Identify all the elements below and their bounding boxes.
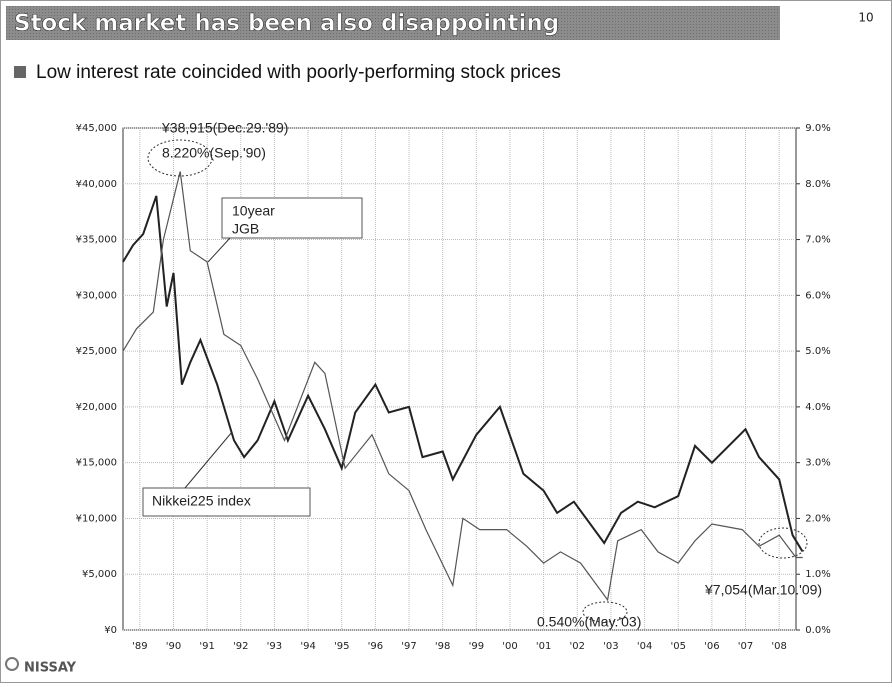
y-tick-label: ¥35,000	[76, 235, 117, 246]
y-tick-label: ¥0	[104, 625, 117, 636]
y2-tick-label: 0.0%	[805, 625, 830, 636]
slide-title: Stock market has been also disappointing	[14, 11, 559, 37]
x-tick-label: '91	[199, 641, 214, 652]
x-tick-label: '06	[704, 641, 719, 652]
x-tick-label: '89	[132, 641, 147, 652]
highlight-circle	[147, 139, 213, 177]
callout-line	[184, 431, 233, 489]
y-tick-label: ¥45,000	[76, 123, 117, 134]
x-tick-label: '03	[603, 641, 618, 652]
y2-tick-label: 5.0%	[805, 346, 830, 357]
y-tick-label: ¥20,000	[76, 402, 117, 413]
y-tick-label: ¥15,000	[76, 458, 117, 469]
x-tick-label: '98	[435, 641, 450, 652]
x-tick-label: '07	[738, 641, 753, 652]
annotation: 8.220%(Sep.'90)	[162, 145, 266, 161]
annotation: Nikkei225 index	[152, 493, 251, 509]
y-tick-label: ¥30,000	[76, 290, 117, 301]
title-bar	[6, 6, 780, 40]
annotation: 10year	[232, 203, 275, 219]
x-tick-label: '90	[166, 641, 181, 652]
x-tick-label: '08	[771, 641, 786, 652]
x-tick-label: '04	[637, 641, 652, 652]
y2-tick-label: 7.0%	[805, 235, 830, 246]
bullet-icon	[14, 66, 26, 78]
bullet-text: Low interest rate coincided with poorly-…	[36, 62, 561, 83]
y-tick-label: ¥5,000	[82, 569, 117, 580]
y-tick-label: ¥40,000	[76, 179, 117, 190]
y2-tick-label: 8.0%	[805, 179, 830, 190]
chart: ¥0 ¥5,000 ¥10,000 ¥15,000 ¥20,000 ¥25,000 ¥30,…	[76, 120, 831, 652]
y2-tick-label: 4.0%	[805, 402, 830, 413]
y-tick-label: ¥25,000	[76, 346, 117, 357]
annotation: ¥38,915(Dec.29.'89)	[161, 120, 288, 136]
highlight-circle	[758, 527, 808, 559]
y2-tick-label: 3.0%	[805, 458, 830, 469]
x-tick-label: '02	[570, 641, 585, 652]
y2-tick-label: 9.0%	[805, 123, 830, 134]
annotation: ¥7,054(Mar.10.'09)	[704, 582, 822, 598]
x-tick-label: '99	[469, 641, 484, 652]
x-tick-label: '93	[267, 641, 282, 652]
logo-icon	[5, 657, 19, 671]
x-tick-label: '92	[233, 641, 248, 652]
x-tick-label: '97	[401, 641, 416, 652]
x-tick-label: '94	[300, 641, 315, 652]
logo: NISSAY	[24, 661, 77, 676]
annotation: 0.540%(May.'03)	[537, 614, 641, 630]
callout-box	[221, 197, 363, 239]
series-line	[122, 171, 803, 602]
y2-tick-label: 2.0%	[805, 513, 830, 524]
y-tick-label: ¥10,000	[76, 513, 117, 524]
x-tick-label: '05	[670, 641, 685, 652]
series-line	[122, 195, 804, 552]
callout-box	[142, 487, 311, 517]
annotation: JGB	[232, 221, 259, 237]
callout-line	[207, 237, 231, 263]
highlight-circle	[582, 601, 628, 623]
y2-tick-label: 1.0%	[805, 569, 830, 580]
x-tick-label: '00	[502, 641, 517, 652]
x-tick-label: '01	[536, 641, 551, 652]
y2-tick-label: 6.0%	[805, 290, 830, 301]
page-number: 10	[858, 11, 873, 25]
x-tick-label: '95	[334, 641, 349, 652]
x-tick-label: '96	[368, 641, 383, 652]
